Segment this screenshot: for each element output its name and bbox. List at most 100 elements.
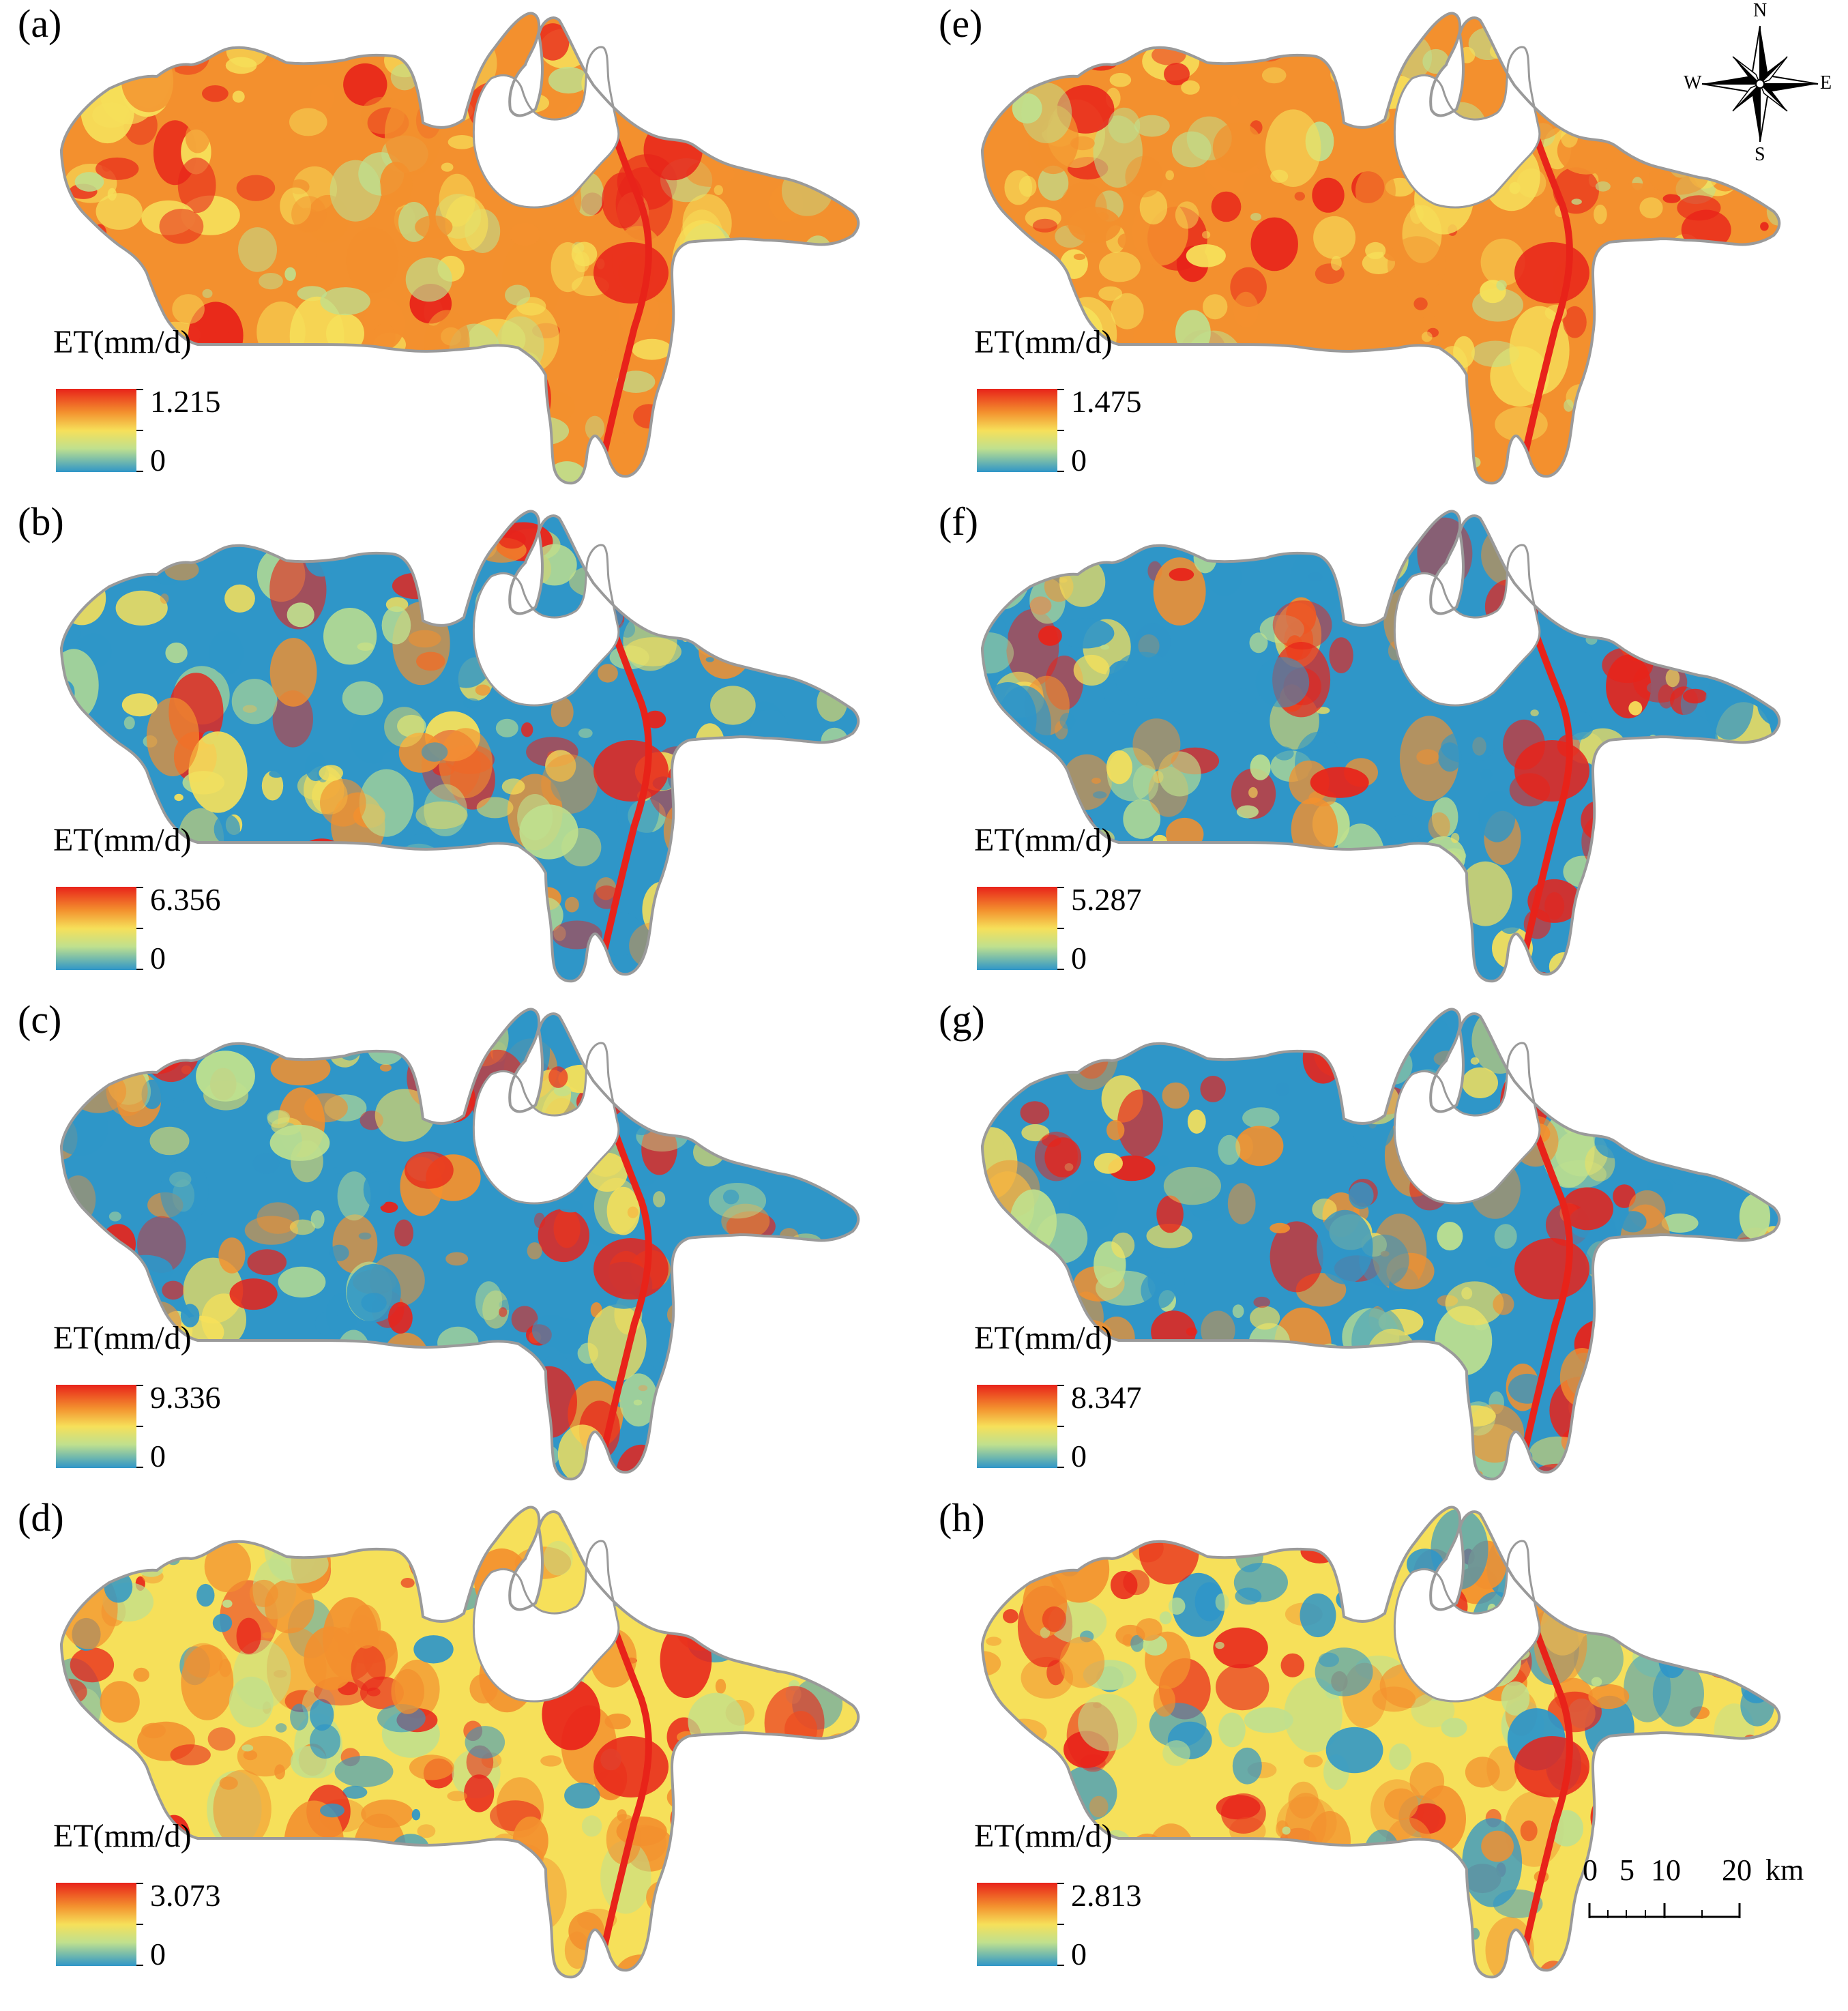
et-texture-patch <box>789 1233 822 1251</box>
et-texture-patch <box>578 728 593 738</box>
legend-title: ET(mm/d) <box>53 822 192 858</box>
et-texture-patch <box>1123 917 1148 930</box>
et-texture-patch <box>406 833 441 870</box>
et-texture-patch <box>476 797 514 819</box>
et-texture-patch <box>548 67 589 94</box>
et-texture-patch <box>1631 563 1689 619</box>
et-texture-patch <box>488 890 508 900</box>
legend-tick-mid <box>136 1426 143 1427</box>
legend-max-value: 3.073 <box>150 1878 221 1913</box>
et-texture-patch <box>1145 875 1194 902</box>
et-raster <box>61 511 859 982</box>
et-texture-patch <box>1493 1293 1514 1315</box>
et-texture-patch <box>290 1703 309 1731</box>
et-texture-patch <box>986 1026 1036 1087</box>
et-texture-patch <box>1648 1787 1675 1804</box>
et-texture-patch <box>310 365 366 447</box>
et-texture-patch <box>1365 241 1386 259</box>
et-texture-patch <box>1141 1272 1176 1309</box>
region-outline <box>59 1506 860 1979</box>
et-texture-patch <box>1339 1146 1366 1175</box>
et-texture-patch <box>115 590 168 626</box>
et-texture-patch <box>380 1201 398 1213</box>
et-texture-patch <box>793 830 815 849</box>
et-texture-patch <box>1480 769 1493 780</box>
et-texture-patch <box>1762 593 1780 614</box>
et-texture-patch <box>1587 1576 1613 1608</box>
et-texture-patch <box>1450 833 1460 843</box>
et-texture-patch <box>1662 1349 1682 1365</box>
legend-title: ET(mm/d) <box>53 1818 192 1854</box>
et-texture-patch <box>1043 289 1061 304</box>
et-texture-patch <box>249 1579 278 1607</box>
et-texture-patch <box>1038 626 1062 646</box>
et-texture-patch <box>471 910 499 933</box>
et-texture-patch <box>768 600 814 645</box>
et-texture-patch <box>1462 1067 1498 1098</box>
et-texture-patch <box>705 863 761 905</box>
et-texture-patch <box>1732 1313 1780 1360</box>
et-texture-patch <box>1280 1653 1305 1677</box>
et-texture-patch <box>1680 1441 1724 1480</box>
et-texture-patch <box>1658 121 1687 160</box>
et-texture-patch <box>1059 1636 1105 1688</box>
et-texture-patch <box>1700 411 1717 428</box>
et-texture-patch <box>1073 253 1086 261</box>
et-texture-patch <box>194 954 241 982</box>
legend-color-bar <box>977 1883 1057 1966</box>
et-texture-patch <box>1089 1795 1109 1818</box>
et-texture-patch <box>788 48 803 61</box>
high-et-hotspot <box>593 242 669 304</box>
et-texture-patch <box>1470 1057 1480 1065</box>
et-texture-patch <box>1586 1935 1613 1953</box>
et-texture-patch <box>1111 1232 1135 1259</box>
et-texture-patch <box>716 1070 769 1130</box>
et-map <box>980 12 1781 485</box>
et-texture-patch <box>1602 840 1617 857</box>
legend-tick-mid <box>1057 1924 1064 1925</box>
et-texture-patch <box>384 92 442 175</box>
et-texture-patch <box>1184 330 1244 399</box>
et-texture-patch <box>1213 1627 1268 1669</box>
et-raster <box>61 1507 859 1978</box>
et-texture-patch <box>814 128 851 180</box>
et-texture-patch <box>1061 754 1112 810</box>
et-texture-patch <box>422 352 435 365</box>
et-texture-patch <box>274 1764 285 1780</box>
et-texture-patch <box>1603 1036 1615 1049</box>
et-texture-patch <box>1744 565 1780 619</box>
et-texture-patch <box>823 762 859 809</box>
et-texture-patch <box>1230 95 1240 107</box>
et-texture-patch <box>159 209 204 244</box>
et-texture-patch <box>1057 618 1115 649</box>
et-texture-patch <box>723 1552 780 1582</box>
et-texture-patch <box>1409 204 1424 224</box>
et-texture-patch <box>1633 1242 1690 1302</box>
legend-max-value: 1.215 <box>150 384 221 419</box>
et-texture-patch <box>1113 1928 1162 1978</box>
et-texture-patch <box>1001 1718 1047 1746</box>
scale-label-20: 20 <box>1722 1853 1752 1887</box>
et-texture-patch <box>1697 254 1743 295</box>
et-texture-patch <box>1194 1582 1224 1621</box>
et-texture-patch <box>551 696 574 728</box>
legend-color-bar <box>56 1385 136 1468</box>
et-texture-patch <box>1677 1073 1710 1094</box>
et-texture-patch <box>271 967 293 980</box>
et-texture-patch <box>96 157 139 180</box>
et-texture-patch <box>727 343 783 376</box>
et-texture-patch <box>440 853 456 865</box>
et-texture-patch <box>175 1546 196 1558</box>
et-texture-patch <box>118 1763 146 1790</box>
et-texture-patch <box>446 1078 455 1087</box>
et-texture-patch <box>1360 537 1409 584</box>
panel-label: (g) <box>939 997 985 1042</box>
et-texture-patch <box>1616 1754 1638 1785</box>
et-texture-patch <box>177 158 216 214</box>
et-texture-patch <box>1310 767 1369 798</box>
et-texture-patch <box>1673 604 1705 626</box>
et-texture-patch <box>336 1330 371 1378</box>
et-texture-patch <box>416 1402 445 1432</box>
et-texture-patch <box>1494 1224 1517 1249</box>
et-texture-patch <box>405 1151 454 1189</box>
